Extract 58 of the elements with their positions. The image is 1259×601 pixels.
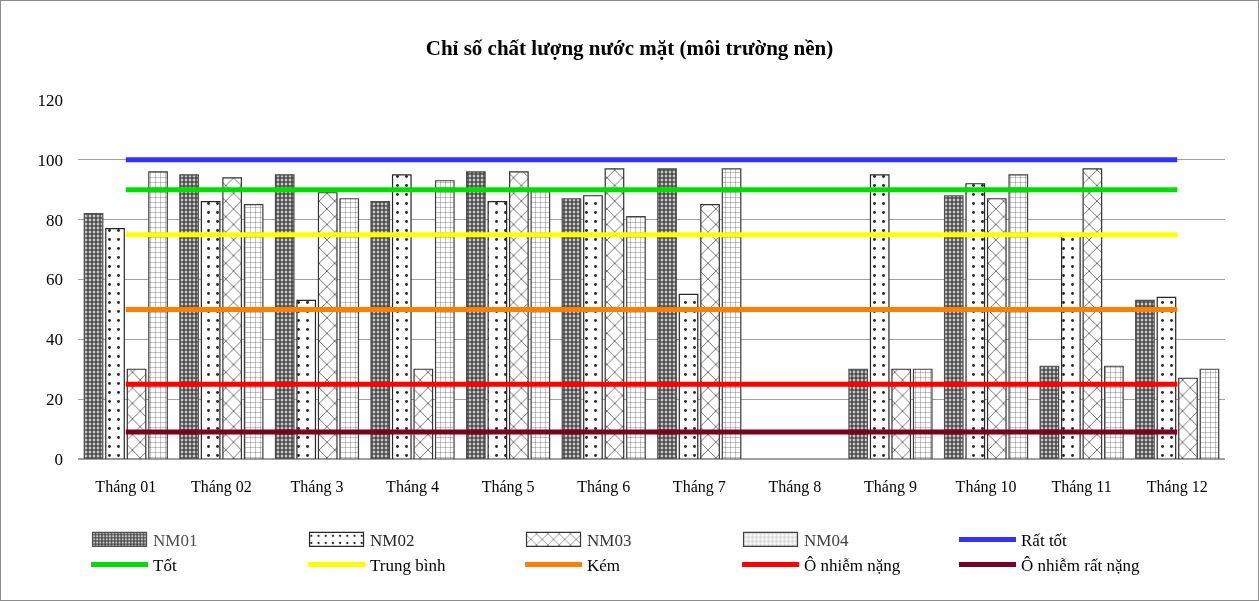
x-tick-label: Tháng 7 xyxy=(672,478,726,496)
bar xyxy=(869,174,890,459)
y-tick-label: 100 xyxy=(37,150,63,170)
x-tick-label: Tháng 5 xyxy=(481,478,535,496)
text: NM01 xyxy=(153,531,198,551)
x-tick-label: Tháng 12 xyxy=(1146,478,1208,496)
bar xyxy=(1082,168,1103,459)
y-tick-label: 20 xyxy=(46,390,63,410)
x-tick-label: Tháng 6 xyxy=(577,478,631,496)
bar xyxy=(370,201,391,459)
text: NM03 xyxy=(587,531,632,551)
bar xyxy=(317,192,338,459)
legend-label: Ô nhiễm nặng xyxy=(804,556,901,576)
text: NM04 xyxy=(804,531,849,551)
bar xyxy=(1135,299,1155,459)
bar xyxy=(1199,368,1220,459)
bar xyxy=(583,195,603,459)
bar xyxy=(391,174,412,459)
bar xyxy=(986,198,1007,459)
legend-label: Trung bình xyxy=(370,556,446,576)
x-tick-label: Tháng 01 xyxy=(95,478,157,496)
bar xyxy=(943,195,964,459)
x-tick-label: Tháng 02 xyxy=(190,478,252,496)
x-tick-label: Tháng 8 xyxy=(768,478,822,496)
legend-label: Kém xyxy=(587,556,621,576)
bar xyxy=(891,368,912,459)
bar xyxy=(1008,174,1029,459)
bar xyxy=(200,201,221,459)
bar xyxy=(296,299,317,459)
y-tick-label: 40 xyxy=(46,330,63,350)
y-tick-label: 120 xyxy=(37,90,63,110)
x-tick-label: Tháng 3 xyxy=(290,478,344,496)
x-tick-label: Tháng 10 xyxy=(955,478,1017,496)
x-tick-label: Tháng 9 xyxy=(864,478,917,496)
bar xyxy=(413,368,434,459)
x-tick-label: Tháng 4 xyxy=(386,478,439,496)
legend-label: Ô nhiễm rất nặng xyxy=(1021,556,1141,576)
bar xyxy=(179,174,199,459)
chart-title: Chỉ số chất lượng nước mặt (môi trường nền) xyxy=(425,36,834,61)
bar xyxy=(848,368,869,459)
bar xyxy=(657,168,677,459)
bar xyxy=(274,174,295,459)
bar xyxy=(83,213,104,459)
bar xyxy=(105,228,125,459)
bar xyxy=(626,216,646,459)
legend-label: Tốt xyxy=(153,556,177,576)
y-tick-label: 60 xyxy=(46,270,63,290)
y-tick-label: 0 xyxy=(54,449,63,469)
x-tick-label: Tháng 11 xyxy=(1051,478,1112,496)
bar xyxy=(487,201,508,459)
bar xyxy=(912,368,933,459)
bar xyxy=(1178,377,1198,459)
bar xyxy=(339,198,360,459)
bar xyxy=(530,189,551,459)
text: NM02 xyxy=(370,531,415,551)
y-tick-label: 80 xyxy=(46,210,63,230)
legend-label: Rất tốt xyxy=(1021,531,1068,551)
bar xyxy=(1061,234,1081,459)
